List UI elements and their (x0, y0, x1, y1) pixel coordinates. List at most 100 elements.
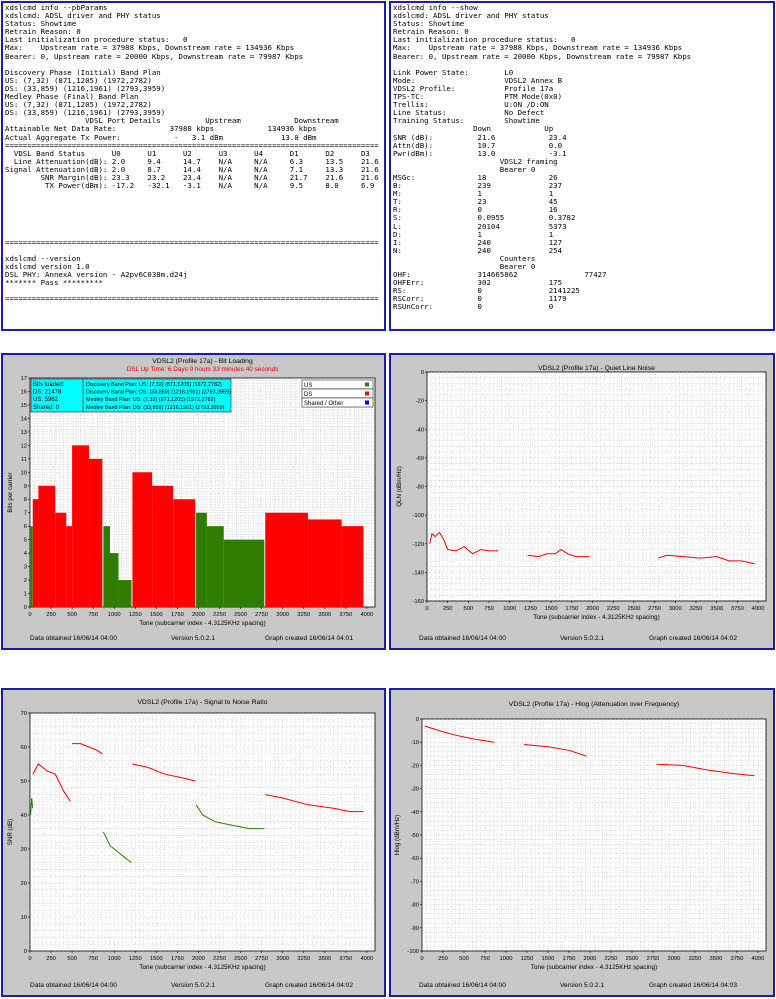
bitloading-ytick-label: 15 (21, 403, 27, 409)
hlog-ytick-label: -30 (411, 787, 419, 793)
snr-xtick-label: 2500 (234, 956, 247, 962)
snr-series-line-1 (132, 763, 196, 782)
bitloading-ytick-label: 3 (24, 565, 27, 571)
hlog-xtick-label: 1000 (500, 956, 513, 962)
qln-ytick-label: -80 (416, 485, 424, 491)
qln-xtick-label: 0 (425, 606, 428, 612)
bitloading-ytick-label: 2 (24, 578, 27, 584)
snr-data-obtained: Data obtained 16/06/14 04:00 (30, 982, 117, 989)
bitloading-xtick-label: 1250 (129, 612, 142, 618)
bitloading-xtick-label: 3500 (318, 612, 331, 618)
hlog-xtick-label: 500 (459, 956, 469, 962)
qln-ytick-label: -40 (416, 427, 424, 433)
snr-ytick-label: 30 (21, 847, 27, 853)
terminal-show: xdslcmd info --show xdslcmd: ADSL driver… (389, 1, 775, 331)
bitloading-ytick-label: 13 (21, 430, 27, 436)
terminal-show-text: xdslcmd info --show xdslcmd: ADSL driver… (393, 3, 692, 312)
bitloading-version: Version 5.0.2.1 (171, 635, 215, 642)
qln-xtick-label: 750 (484, 606, 494, 612)
bitloading-info-box (30, 378, 232, 413)
qln-ytick-label: -60 (416, 456, 424, 462)
qln-series-line-0 (658, 554, 755, 565)
qln-xtick-label: 1500 (545, 606, 558, 612)
bitloading-bar-us (110, 553, 119, 607)
snr-ytick-label: 60 (21, 745, 27, 751)
snr-series-line-0 (195, 804, 265, 830)
hlog-xtick-label: 3750 (730, 956, 743, 962)
hlog-chart: VDSL2 (Profile 17a) - Hlog (Attenuation … (394, 701, 767, 971)
qln-series-line-0 (429, 531, 499, 555)
snr-footer: Data obtained 16/06/14 04:00 Version 5.0… (3, 982, 384, 992)
qln-xtick-label: 1000 (503, 606, 516, 612)
bitloading-xlabel: Tone (subcarrier index - 4.3125KHz spaci… (139, 620, 265, 627)
bitloading-bar-us (196, 512, 207, 607)
bitloading-bar-ds (307, 519, 342, 607)
bitloading-xtick-label: 500 (67, 612, 77, 618)
bitloading-xtick-label: 1750 (171, 612, 184, 618)
bitloading-info-left: Bits loaded: (33, 382, 65, 388)
terminal-pbparams-text: xdslcmd info --pbParams xdslcmd: ADSL dr… (5, 3, 379, 304)
bitloading-xtick-label: 3000 (276, 612, 289, 618)
bitloading-ytick-label: 8 (24, 497, 27, 503)
hlog-xtick-label: 2000 (584, 956, 597, 962)
hlog-xtick-label: 3500 (709, 956, 722, 962)
snr-ytick-label: 0 (24, 949, 27, 955)
bitloading-xtick-label: 0 (28, 612, 31, 618)
bitloading-bar-us (103, 526, 111, 607)
snr-xtick-label: 500 (67, 956, 77, 962)
hlog-series-line-0 (524, 744, 587, 757)
bitloading-graph-created: Graph created 16/06/14 04:01 (265, 635, 353, 642)
bitloading-legend-item (301, 379, 374, 390)
bitloading-data-obtained: Data obtained 16/06/14 04:00 (30, 635, 117, 642)
bitloading-bar-us (118, 580, 132, 607)
bitloading-ytick-label: 12 (21, 443, 27, 449)
snr-xtick-label: 4000 (360, 956, 373, 962)
bitloading-xtick-label: 2750 (255, 612, 268, 618)
qln-xtick-label: 250 (443, 606, 453, 612)
snr-xtick-label: 1250 (129, 956, 142, 962)
bitloading-bar-ds (152, 485, 174, 607)
qln-xtick-label: 3250 (690, 606, 703, 612)
qln-ytick-label: -100 (412, 513, 424, 519)
bitloading-legend-label: US (304, 383, 312, 389)
snr-xtick-label: 3000 (276, 956, 289, 962)
bitloading-bar-us (223, 539, 265, 607)
bitloading-ytick-label: 0 (24, 605, 27, 611)
bitloading-bar-us (206, 526, 224, 607)
bitloading-legend-label: Shared / Other (304, 401, 343, 407)
hlog-xtick-label: 750 (480, 956, 490, 962)
bitloading-info-left: US: 5962 (33, 397, 59, 403)
hlog-ytick-label: 0 (416, 717, 419, 723)
snr-ytick-label: 40 (21, 813, 27, 819)
hlog-ytick-label: -40 (411, 810, 419, 816)
hlog-footer: Data obtained 16/06/14 04:00 Version 5.0… (391, 982, 773, 992)
bitloading-footer: Data obtained 16/06/14 04:00 Version 5.0… (3, 635, 384, 645)
snr-series-line-1 (265, 794, 364, 813)
snr-xtick-label: 250 (46, 956, 56, 962)
bitloading-xtick-label: 2500 (234, 612, 247, 618)
snr-xtick-label: 750 (88, 956, 98, 962)
qln-data-obtained: Data obtained 16/06/14 04:00 (419, 635, 506, 642)
bitloading-info-band: Medley Band Plan: US: (7,32) (871,1205) … (86, 397, 216, 403)
snr-ytick-label: 50 (21, 779, 27, 785)
bitloading-info-band: Discovery Band Plan: DS: (33,859) (1216,… (86, 390, 231, 396)
qln-xtick-label: 3750 (731, 606, 744, 612)
bitloading-legend-swatch (365, 391, 369, 396)
hlog-graph-created: Graph created 16/06/14 04:03 (649, 982, 737, 989)
hlog-ytick-label: -20 (411, 763, 419, 769)
hlog-series-line-0 (424, 725, 495, 743)
qln-xtick-label: 4000 (752, 606, 765, 612)
snr-series-line-1 (32, 763, 71, 802)
hlog-xtick-label: 250 (438, 956, 448, 962)
bitloading-xtick-label: 750 (88, 612, 98, 618)
bitloading-ylabel: Bits per carrier (7, 472, 14, 512)
bitloading-xtick-label: 3750 (339, 612, 352, 618)
snr-chart: VDSL2 (Profile 17a) - Signal to Noise Ra… (7, 699, 376, 971)
bitloading-xtick-label: 250 (46, 612, 56, 618)
bitloading-bar-ds (72, 445, 89, 607)
bitloading-ytick-label: 10 (21, 470, 27, 476)
bitloading-legend-swatch (365, 382, 369, 387)
bitloading-bar-ds (38, 485, 56, 607)
snr-chart-panel: VDSL2 (Profile 17a) - Signal to Noise Ra… (1, 688, 386, 997)
snr-series-line-0 (102, 831, 132, 864)
